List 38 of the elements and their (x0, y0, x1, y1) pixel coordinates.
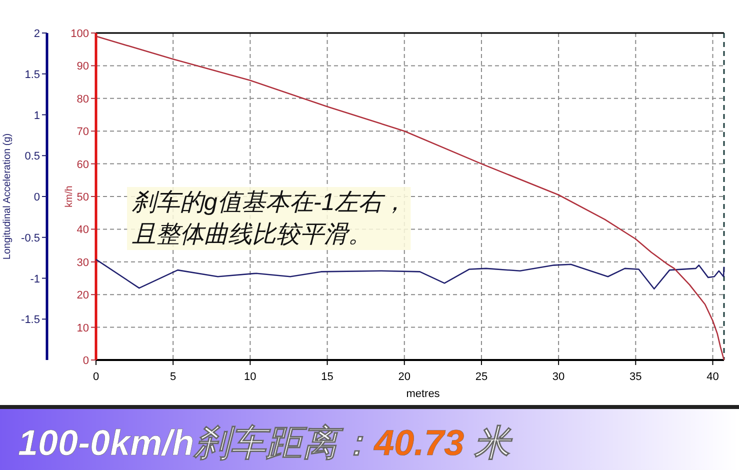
y2-axis-title: km/h (64, 186, 75, 208)
text: 100-0km/h刹车距离： (18, 422, 374, 463)
y-tick-label: 1.5 (24, 68, 40, 81)
x-tick-label: 40 (706, 371, 719, 383)
y2-tick-label: 30 (76, 256, 89, 269)
x-tick-label: 15 (321, 371, 334, 383)
y-tick-label: 1 (34, 110, 40, 122)
y-tick-label: -1.5 (21, 314, 40, 326)
y2-tick-label: 60 (76, 158, 89, 171)
x-tick-label: 25 (475, 371, 488, 383)
x-tick-label: 5 (170, 371, 176, 383)
x-tick-label: 0 (92, 371, 100, 383)
text: 米 (464, 422, 514, 463)
y-tick-label: 0.5 (24, 150, 40, 163)
x-tick-label: 20 (398, 371, 410, 383)
y2-tick-label: 40 (76, 224, 89, 236)
y2-tick-label: 70 (76, 126, 89, 138)
y-tick-label: -1 (30, 273, 40, 286)
y-axis-title: Longitudinal Acceleration (g) (2, 133, 13, 260)
y2-tick-label: 50 (76, 192, 89, 204)
annotation: 刹车的g值基本在-1左右， (131, 189, 407, 216)
y-tick-label: 0 (34, 192, 40, 204)
text: 40.73 (373, 422, 464, 463)
y2-tick-label: 20 (76, 290, 89, 302)
y2-tick-label: 10 (76, 322, 89, 334)
y2-tick-label: 100 (70, 28, 89, 40)
annotation: 且整体曲线比较平滑。 (132, 221, 372, 248)
y2-tick-label: 90 (76, 60, 89, 73)
x-tick-label: 30 (552, 371, 565, 383)
x-tick-label: 10 (244, 371, 256, 383)
x-axis-title: metres (406, 388, 440, 400)
line-series (95, 258, 725, 290)
y2-tick-label: 0 (82, 355, 89, 367)
x-tick-label: 35 (630, 371, 642, 383)
y-tick-label: 2 (34, 28, 40, 40)
annotation: 刹车的g值基本在-1左右， 且整体曲线比较平滑。 (127, 187, 411, 250)
y2-tick-label: 80 (76, 93, 89, 106)
y-tick-label: -0.5 (21, 232, 40, 244)
